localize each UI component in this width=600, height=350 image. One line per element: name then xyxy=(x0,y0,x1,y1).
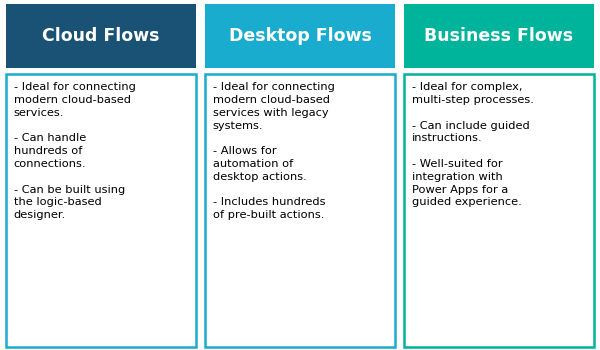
FancyBboxPatch shape xyxy=(205,74,395,346)
FancyBboxPatch shape xyxy=(205,4,395,68)
FancyBboxPatch shape xyxy=(404,74,594,346)
Text: Business Flows: Business Flows xyxy=(424,27,574,45)
FancyBboxPatch shape xyxy=(6,4,196,68)
Text: - Ideal for complex,
multi-step processes.

- Can include guided
instructions.

: - Ideal for complex, multi-step processe… xyxy=(412,82,533,208)
FancyBboxPatch shape xyxy=(404,4,594,68)
Text: Desktop Flows: Desktop Flows xyxy=(229,27,371,45)
FancyBboxPatch shape xyxy=(6,74,196,346)
Text: - Ideal for connecting
modern cloud-based
services.

- Can handle
hundreds of
co: - Ideal for connecting modern cloud-base… xyxy=(14,82,136,220)
Text: Cloud Flows: Cloud Flows xyxy=(42,27,160,45)
Text: - Ideal for connecting
modern cloud-based
services with legacy
systems.

- Allow: - Ideal for connecting modern cloud-base… xyxy=(213,82,335,220)
